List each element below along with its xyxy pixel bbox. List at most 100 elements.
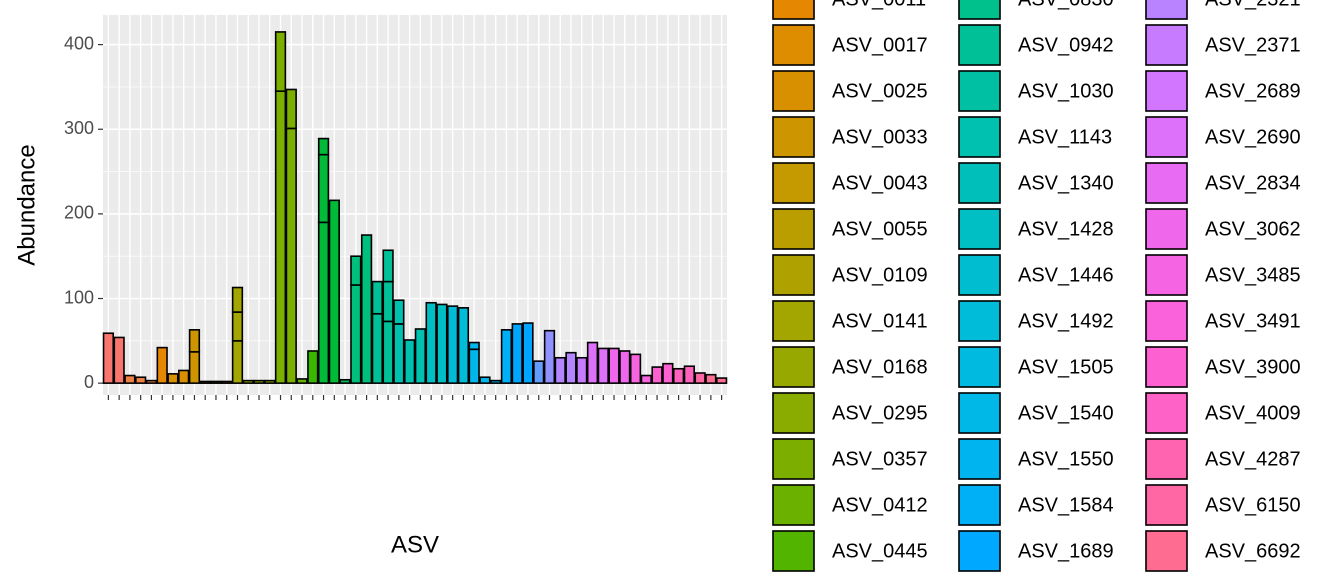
bar-segment bbox=[683, 365, 695, 384]
legend-label: ASV_1505 bbox=[1018, 356, 1114, 378]
bar-segment bbox=[468, 348, 480, 384]
bar-segment bbox=[317, 153, 330, 224]
legend-label: ASV_0445 bbox=[832, 540, 928, 562]
legend-swatch bbox=[958, 116, 1001, 158]
y-tick-label: 300 bbox=[64, 118, 94, 138]
legend-swatch bbox=[958, 300, 1001, 342]
bar-segment bbox=[253, 379, 265, 384]
bar-segment bbox=[188, 351, 201, 384]
legend-label: ASV_2371 bbox=[1205, 34, 1301, 56]
legend-swatch bbox=[958, 484, 1001, 526]
bar-segment bbox=[135, 376, 147, 384]
bar-segment bbox=[371, 312, 383, 384]
bar-segment bbox=[403, 339, 416, 384]
legend-swatch bbox=[958, 438, 1001, 480]
legend-swatch bbox=[1145, 254, 1188, 296]
legend-swatch bbox=[958, 0, 1001, 20]
legend-swatch bbox=[1145, 438, 1188, 480]
legend-label: ASV_3900 bbox=[1205, 356, 1301, 378]
bar-segment bbox=[511, 323, 523, 384]
bar-segment bbox=[274, 31, 287, 92]
bar-segment bbox=[382, 320, 394, 384]
bar-segment bbox=[565, 351, 577, 384]
bar-segment bbox=[457, 307, 470, 384]
bar-segment bbox=[167, 373, 179, 384]
legend-label: ASV_0942 bbox=[1018, 34, 1114, 56]
y-tick-label: 200 bbox=[64, 203, 94, 223]
y-tick-label: 100 bbox=[64, 287, 94, 307]
legend-swatch bbox=[772, 70, 815, 112]
legend-label: ASV_0168 bbox=[832, 356, 928, 378]
legend-label: ASV_1550 bbox=[1018, 448, 1114, 470]
legend-label: ASV_1446 bbox=[1018, 264, 1114, 286]
bar-segment bbox=[350, 284, 362, 384]
bar-segment bbox=[533, 360, 545, 384]
legend-swatch bbox=[772, 438, 815, 480]
bar-segment bbox=[576, 356, 588, 384]
bar-segment bbox=[124, 374, 136, 384]
legend-swatch bbox=[958, 24, 1001, 66]
bar-segment bbox=[339, 378, 351, 384]
bar-segment bbox=[619, 350, 631, 384]
legend-swatch bbox=[958, 208, 1001, 250]
bar-segment bbox=[586, 341, 599, 384]
legend-swatch bbox=[958, 254, 1001, 296]
x-axis-label: ASV bbox=[391, 531, 439, 558]
legend-swatch bbox=[772, 254, 815, 296]
legend-label: ASV_1030 bbox=[1018, 80, 1114, 102]
bar-segment bbox=[188, 329, 201, 353]
bar-segment bbox=[715, 377, 728, 384]
legend-swatch bbox=[772, 0, 815, 20]
legend-swatch bbox=[772, 392, 815, 434]
bar-segment bbox=[102, 332, 115, 384]
bar-segment bbox=[317, 137, 330, 156]
legend-label: ASV_0412 bbox=[832, 494, 928, 516]
bar-segment bbox=[694, 372, 706, 384]
bar-segment bbox=[597, 347, 609, 384]
legend-label: ASV_2690 bbox=[1205, 126, 1301, 148]
bar-segment bbox=[490, 379, 502, 384]
bar-segment bbox=[651, 366, 663, 384]
bar-segment bbox=[242, 379, 254, 384]
bar-segment bbox=[468, 341, 480, 351]
legend-swatch bbox=[772, 208, 815, 250]
bar-segment bbox=[447, 305, 459, 384]
bar-segment bbox=[317, 221, 330, 384]
legend-swatch bbox=[1145, 392, 1188, 434]
legend-swatch bbox=[772, 116, 815, 158]
bar-segment bbox=[382, 280, 394, 323]
legend-swatch bbox=[772, 162, 815, 204]
legend-label: ASV_0033 bbox=[832, 126, 928, 148]
bar-segment bbox=[629, 353, 642, 384]
bar-segment bbox=[231, 311, 244, 342]
bar-segment bbox=[608, 347, 620, 384]
bar-segment bbox=[231, 286, 244, 313]
legend-label: ASV_3062 bbox=[1205, 218, 1301, 240]
bar-segment bbox=[672, 367, 685, 384]
bar-segment bbox=[543, 329, 556, 384]
legend-label: ASV_4009 bbox=[1205, 402, 1301, 424]
legend-label: ASV_1540 bbox=[1018, 402, 1114, 424]
legend-label: ASV_1143 bbox=[1018, 126, 1112, 148]
bar-segment bbox=[285, 88, 297, 130]
legend-swatch bbox=[772, 24, 815, 66]
legend-label: ASV_1492 bbox=[1018, 310, 1114, 332]
legend-label: ASV_6692 bbox=[1205, 540, 1301, 562]
bar-segment bbox=[113, 336, 125, 384]
bar-segment bbox=[522, 322, 534, 384]
legend-label: ASV_6150 bbox=[1205, 494, 1301, 516]
legend-label: ASV_0357 bbox=[832, 448, 928, 470]
bar-segment bbox=[500, 329, 513, 384]
legend-swatch bbox=[1145, 70, 1188, 112]
legend-label: ASV_1428 bbox=[1018, 218, 1114, 240]
bar-segment bbox=[285, 127, 297, 384]
legend-swatch bbox=[958, 162, 1001, 204]
bar-segment bbox=[436, 303, 448, 384]
legend-swatch bbox=[772, 530, 815, 572]
bar-segment bbox=[382, 249, 394, 283]
bar-segment bbox=[393, 299, 405, 325]
legend-swatch bbox=[1145, 530, 1188, 572]
legend-swatch bbox=[772, 300, 815, 342]
